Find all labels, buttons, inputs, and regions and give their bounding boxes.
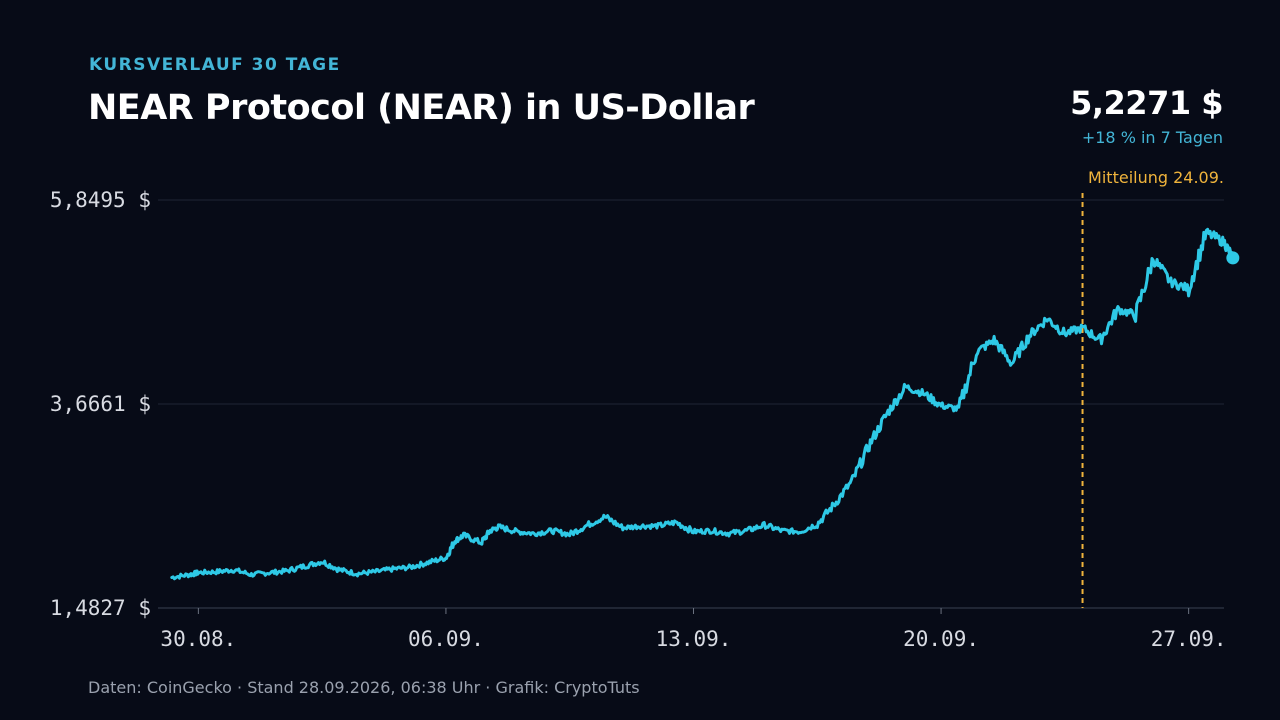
x-axis-ticks: 30.08. 06.09. 13.09. 20.09. 27.09. <box>160 608 1227 651</box>
price-line <box>170 227 1235 581</box>
x-tick-label: 27.09. <box>1151 627 1227 651</box>
annotation-label: Mitteilung 24.09. <box>1088 168 1224 187</box>
price-change-label: +18 % in 7 Tagen <box>1081 128 1223 147</box>
chart-kicker: KURSVERLAUF 30 TAGE <box>89 55 341 75</box>
x-tick-label: 13.09. <box>656 627 732 651</box>
annotations: Mitteilung 24.09. <box>1081 168 1224 608</box>
x-tick-label: 20.09. <box>903 627 979 651</box>
chart-title: NEAR Protocol (NEAR) in US-Dollar <box>88 88 755 128</box>
y-tick-label: 5,8495 $ <box>50 188 151 212</box>
current-price-point <box>1226 251 1240 265</box>
series-group <box>170 227 1240 581</box>
y-tick-label: 1,4827 $ <box>50 596 151 620</box>
x-tick-label: 06.09. <box>408 627 484 651</box>
y-axis-ticks: 1,4827 $ 3,6661 $ 5,8495 $ <box>50 188 151 620</box>
x-tick-label: 30.08. <box>160 627 236 651</box>
source-footer: Daten: CoinGecko · Stand 28.09.2026, 06:… <box>88 678 640 697</box>
current-price: 5,2271 $ <box>1070 84 1223 122</box>
gridlines <box>158 199 1224 609</box>
y-tick-label: 3,6661 $ <box>50 392 151 416</box>
